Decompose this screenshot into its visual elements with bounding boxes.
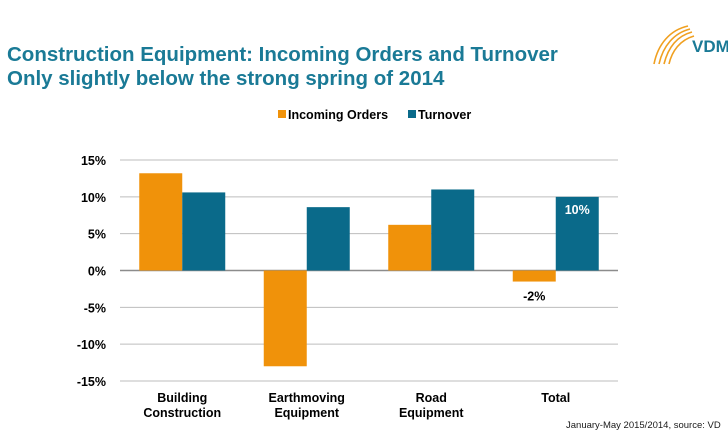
bar-chart: 15% 10% 5% 0% -5% -10% -15% -2% 10% BuildingConst… [77, 108, 618, 420]
y-tick-label: 0% [88, 265, 106, 279]
x-tick-label: Equipment [274, 406, 339, 420]
logo-swoosh-icon [653, 25, 695, 65]
data-label: 10% [565, 203, 590, 217]
x-tick-label: Earthmoving [269, 391, 345, 405]
source-note: January-May 2015/2014, source: VD [566, 420, 721, 431]
data-label: -2% [523, 290, 545, 304]
x-tick-label: Total [541, 391, 570, 405]
legend-label: Incoming Orders [288, 108, 388, 122]
title-line-2: Only slightly below the strong spring of… [7, 67, 445, 90]
x-tick-label: Equipment [399, 406, 464, 420]
labels-layer: 15% 10% 5% 0% -5% -10% -15% -2% 10% BuildingConst… [77, 154, 590, 420]
bar-incoming-orders [263, 270, 307, 367]
x-tick-label: Construction [143, 406, 221, 420]
bar-turnover [182, 192, 226, 271]
legend-label: Turnover [418, 108, 471, 122]
legend-swatch-turnover [408, 110, 416, 118]
bar-turnover [431, 189, 475, 271]
bars-layer [139, 173, 599, 367]
y-tick-label: 15% [81, 154, 106, 168]
y-tick-label: 10% [81, 191, 106, 205]
chart-title: Construction Equipment: Incoming Orders … [7, 43, 558, 91]
logo-text: VDM [692, 37, 728, 56]
bar-turnover [306, 207, 350, 271]
bar-incoming-orders [139, 173, 183, 271]
y-tick-label: -10% [77, 338, 106, 352]
vdma-logo: VDM [653, 25, 728, 65]
bar-incoming-orders [512, 270, 556, 282]
bar-incoming-orders [388, 224, 432, 271]
y-tick-label: -5% [84, 301, 106, 315]
legend: Incoming Orders Turnover [278, 108, 471, 122]
legend-swatch-incoming-orders [278, 110, 286, 118]
bar-turnover [555, 196, 599, 271]
title-line-1: Construction Equipment: Incoming Orders … [7, 43, 558, 66]
y-tick-label: 5% [88, 228, 106, 242]
y-tick-label: -15% [77, 375, 106, 389]
x-tick-label: Building [157, 391, 207, 405]
x-tick-label: Road [416, 391, 447, 405]
